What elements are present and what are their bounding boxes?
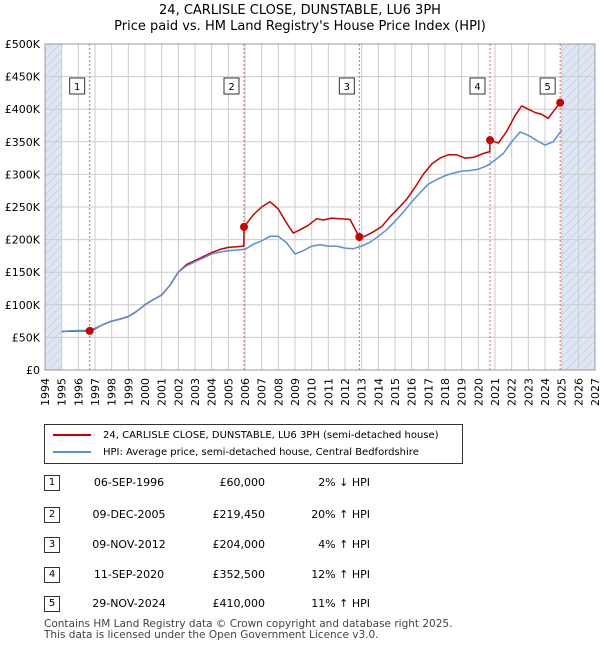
x-tick-label: 2003 [189, 378, 202, 406]
x-tick-label: 2013 [356, 378, 369, 406]
sale-label-box [69, 77, 86, 95]
sale-point [85, 326, 94, 335]
x-tick-label: 2027 [589, 378, 600, 406]
chart-legend: 24, CARLISLE CLOSE, DUNSTABLE, LU6 3PH (… [44, 424, 463, 464]
sale-label-box [539, 77, 556, 95]
x-tick-label: 2011 [322, 378, 335, 406]
x-tick-label: 2005 [222, 378, 235, 406]
x-tick-label: 2019 [456, 378, 469, 406]
series-line-property [61, 102, 561, 333]
x-tick-label: 2022 [506, 378, 519, 406]
x-tick-label: 2016 [406, 378, 419, 406]
sale-point [556, 98, 565, 107]
sale-number: 1 [44, 475, 60, 491]
x-tick-label: 2004 [206, 378, 219, 406]
x-tick-label: 2021 [489, 378, 502, 406]
x-tick-label: 2012 [339, 378, 352, 406]
sale-number: 3 [44, 537, 60, 553]
x-tick-label: 2023 [522, 378, 535, 406]
sale-point [486, 136, 494, 145]
sale-date: 11-SEP-2020 [93, 568, 165, 581]
sale-price: £219,450 [212, 508, 266, 521]
y-tick-label: £400K [5, 103, 41, 116]
legend-swatch-hpi [53, 451, 91, 453]
sale-label-box [469, 77, 486, 95]
x-tick-label: 2007 [256, 378, 269, 406]
y-tick-label: £200K [5, 234, 41, 247]
sale-hpi-change: 20% ↑ HPI [311, 508, 370, 521]
x-tick-label: 2002 [172, 378, 185, 406]
y-tick-label: £0 [26, 364, 40, 377]
footer-attribution: Contains HM Land Registry data © Crown c… [44, 619, 452, 641]
x-tick-label: 2018 [439, 378, 452, 406]
legend-swatch-property [53, 434, 91, 436]
sale-date: 06-SEP-1996 [93, 476, 165, 489]
sale-price: £60,000 [219, 476, 266, 489]
x-tick-label: 2024 [539, 378, 552, 406]
sale-number: 2 [44, 507, 60, 523]
sale-label-number: 2 [228, 82, 234, 93]
x-tick-label: 2001 [156, 378, 169, 406]
x-tick-label: 2017 [422, 378, 435, 406]
chart-title-subtitle: Price paid vs. HM Land Registry's House … [114, 19, 486, 34]
sale-label-number: 4 [474, 82, 480, 93]
sale-hpi-change: 4% ↑ HPI [318, 538, 370, 551]
sale-date: 29-NOV-2024 [92, 597, 166, 610]
x-tick-label: 2000 [139, 378, 152, 406]
x-tick-label: 2009 [289, 378, 302, 406]
sale-hpi-change: 2% ↓ HPI [318, 476, 370, 489]
sale-price: £410,000 [212, 597, 266, 610]
sale-number: 5 [44, 596, 60, 612]
footer-copyright: Contains HM Land Registry data © Crown c… [44, 618, 453, 630]
x-tick-label: 2010 [306, 378, 319, 406]
sale-label-number: 1 [74, 82, 80, 93]
sale-hpi-change: 11% ↑ HPI [311, 597, 370, 610]
x-tick-label: 2026 [572, 378, 585, 406]
y-tick-label: £250K [5, 201, 41, 214]
plot-frame [44, 43, 596, 371]
legend-item-hpi: HPI: Average price, semi-detached house,… [53, 444, 419, 460]
y-tick-label: £350K [5, 136, 41, 149]
y-tick-label: £50K [12, 331, 41, 344]
legend-label-hpi: HPI: Average price, semi-detached house,… [103, 446, 419, 458]
sale-point [355, 232, 364, 241]
price-chart: £0 £50K £100K £150K £200K £250K £300K £350K £400… [5, 38, 600, 406]
sale-label-box [338, 77, 355, 95]
sale-point [240, 222, 248, 231]
x-tick-label: 2015 [389, 378, 402, 406]
sale-price: £204,000 [212, 538, 266, 551]
x-tick-label: 1995 [56, 378, 69, 406]
x-tick-label: 2014 [372, 378, 385, 406]
x-tick-label: 2008 [272, 378, 285, 406]
sale-label-number: 3 [344, 82, 350, 93]
y-tick-label: £500K [5, 38, 41, 51]
sale-date: 09-DEC-2005 [92, 508, 166, 521]
footer-licence: This data is licensed under the Open Gov… [44, 629, 379, 641]
series-line-hpi [61, 129, 563, 333]
sale-hpi-change: 12% ↑ HPI [311, 568, 370, 581]
x-tick-label: 1996 [72, 378, 85, 406]
y-tick-label: £150K [5, 266, 41, 279]
y-tick-label: £100K [5, 299, 41, 312]
sale-label-number: 5 [544, 82, 550, 93]
y-tick-label: £300K [5, 168, 41, 181]
legend-item-property: 24, CARLISLE CLOSE, DUNSTABLE, LU6 3PH (… [53, 427, 439, 443]
y-tick-label: £450K [5, 71, 41, 84]
legend-label-property: 24, CARLISLE CLOSE, DUNSTABLE, LU6 3PH (… [103, 429, 439, 441]
sale-price: £352,500 [212, 568, 266, 581]
sale-label-box [223, 77, 240, 95]
x-tick-label: 2006 [239, 378, 252, 406]
chart-title-address: 24, CARLISLE CLOSE, DUNSTABLE, LU6 3PH [159, 3, 441, 18]
sale-number: 4 [44, 567, 60, 583]
x-tick-label: 1998 [106, 378, 119, 406]
x-tick-label: 2020 [472, 378, 485, 406]
x-tick-label: 1999 [122, 378, 135, 406]
x-tick-label: 1994 [39, 378, 52, 406]
x-tick-label: 2025 [556, 378, 569, 406]
sale-date: 09-NOV-2012 [92, 538, 166, 551]
x-tick-label: 1997 [89, 378, 102, 406]
